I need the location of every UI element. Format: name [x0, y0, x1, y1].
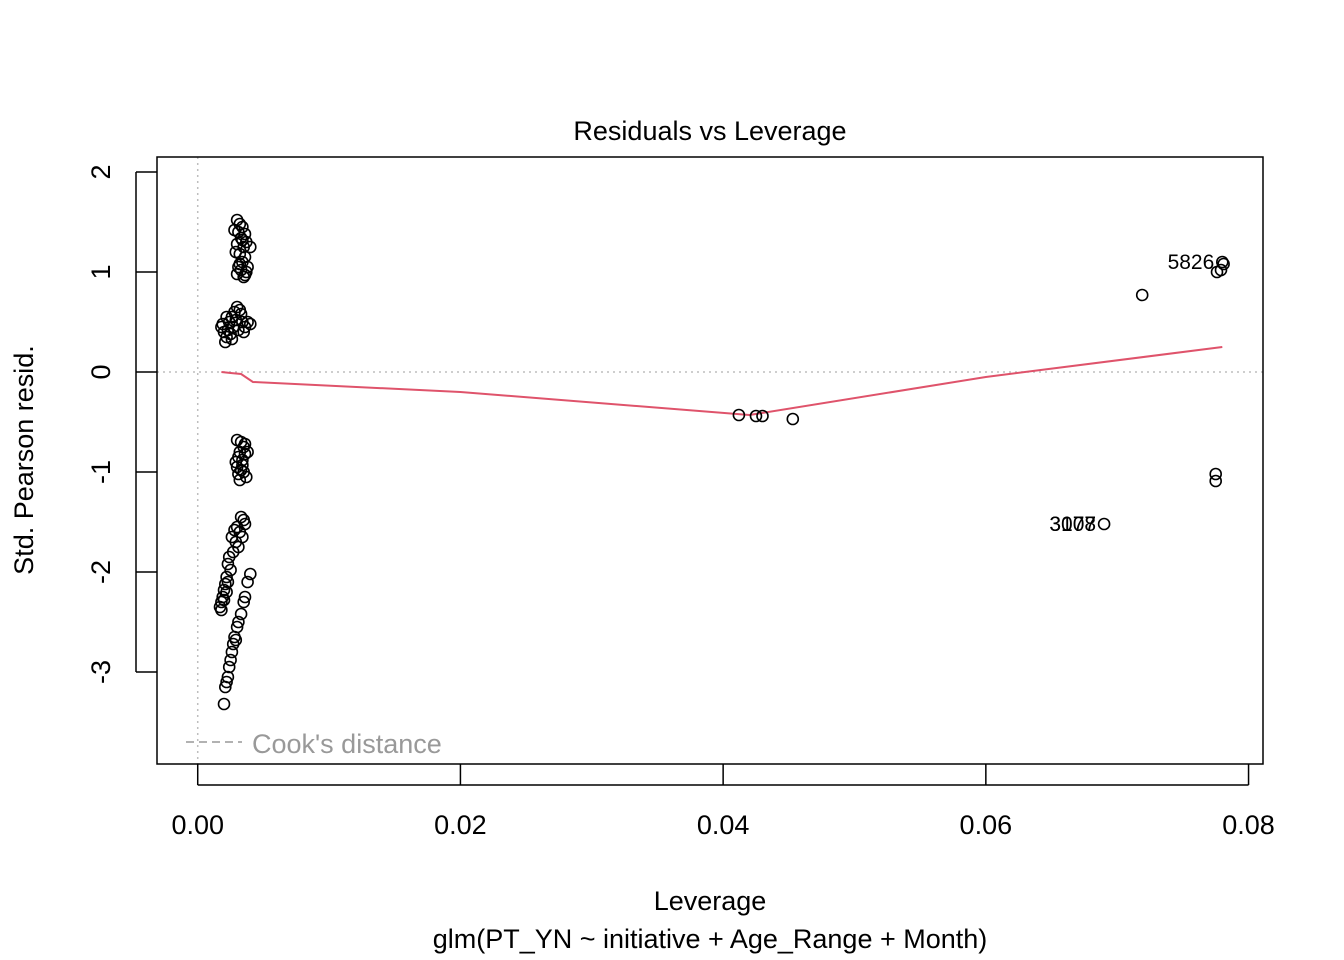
data-point: [215, 595, 228, 609]
data-point: [221, 575, 235, 589]
data-point: [236, 233, 249, 247]
data-point: [224, 563, 237, 577]
data-point: [217, 593, 231, 607]
y-tick-label: 0: [86, 364, 116, 379]
data-point: [732, 408, 746, 422]
x-tick-label: 0.06: [960, 810, 1013, 840]
plot-frame: [156, 156, 1264, 765]
data-point: [228, 223, 241, 237]
data-point: [216, 317, 229, 331]
point-label: 5826: [1168, 251, 1215, 274]
data-point: [219, 680, 232, 694]
data-point: [224, 327, 237, 341]
data-point: [225, 332, 239, 346]
y-tick-label: -3: [86, 660, 116, 684]
reference-lines: [157, 157, 1263, 764]
data-point: [225, 645, 239, 659]
data-point: [232, 615, 245, 629]
model-formula-subtitle: glm(PT_YN ~ initiative + Age_Range + Mon…: [433, 924, 988, 954]
smooth-fit-line: [221, 346, 1223, 417]
x-tick-label: 0.02: [434, 810, 487, 840]
data-point: [220, 585, 233, 599]
data-point: [1214, 263, 1228, 277]
data-point: [240, 470, 253, 484]
data-point: [219, 577, 232, 591]
data-point: [241, 575, 254, 589]
x-tick-label: 0.08: [1222, 810, 1275, 840]
smooth-line-layer: [221, 346, 1223, 417]
data-point: [220, 675, 233, 689]
data-point: [1217, 257, 1230, 271]
data-point: [221, 557, 235, 571]
data-point: [238, 227, 252, 241]
legend-label: Cook's distance: [252, 729, 442, 759]
y-tick-label: -2: [86, 560, 116, 584]
chart-title: Residuals vs Leverage: [573, 116, 846, 146]
data-point: [234, 607, 248, 621]
data-point: [217, 697, 231, 711]
data-point: [217, 583, 231, 597]
point-label: 3108: [1049, 513, 1096, 536]
y-tick-label: 2: [86, 164, 116, 179]
cooks-distance-legend: Cook's distance: [186, 729, 442, 759]
data-point: [786, 412, 800, 426]
data-point: [244, 567, 257, 581]
data-point: [238, 517, 252, 531]
data-point: [244, 240, 257, 254]
point-label: 3077: [1049, 513, 1096, 536]
data-point: [229, 633, 243, 647]
x-tick-label: 0.04: [697, 810, 750, 840]
data-point: [1209, 474, 1222, 488]
data-point: [232, 323, 245, 337]
data-points-layer: [213, 213, 1230, 711]
data-point: [237, 325, 250, 339]
data-point: [220, 570, 233, 584]
data-point: [241, 260, 254, 274]
data-point: [234, 307, 248, 321]
y-axis: -3 -2 -1 0 1 2: [86, 164, 157, 684]
y-axis-title: Std. Pearson resid.: [9, 345, 39, 575]
data-point: [1097, 517, 1111, 531]
data-point: [238, 268, 252, 282]
data-point: [224, 653, 237, 667]
data-point: [1135, 288, 1149, 302]
y-tick-label: -1: [86, 460, 116, 484]
x-tick-label: 0.00: [171, 810, 224, 840]
data-point: [238, 437, 252, 451]
data-point: [244, 317, 257, 331]
data-point: [236, 530, 249, 544]
y-tick-label: 1: [86, 264, 116, 279]
data-point: [229, 455, 243, 469]
data-point: [1209, 467, 1222, 481]
data-point: [1216, 255, 1229, 269]
data-point: [220, 310, 233, 324]
data-point: [238, 590, 252, 604]
data-point: [228, 523, 241, 537]
data-point: [233, 473, 247, 487]
data-point: [237, 595, 250, 609]
data-point: [241, 445, 254, 459]
data-point: [222, 550, 236, 564]
data-point: [230, 300, 244, 314]
data-point: [222, 660, 236, 674]
data-point: [749, 409, 763, 423]
x-axis: 0.00 0.02 0.04 0.06 0.08: [171, 764, 1275, 840]
data-point: [756, 409, 769, 423]
x-axis-title: Leverage: [654, 886, 767, 916]
data-point: [233, 257, 247, 271]
data-point: [232, 467, 245, 481]
